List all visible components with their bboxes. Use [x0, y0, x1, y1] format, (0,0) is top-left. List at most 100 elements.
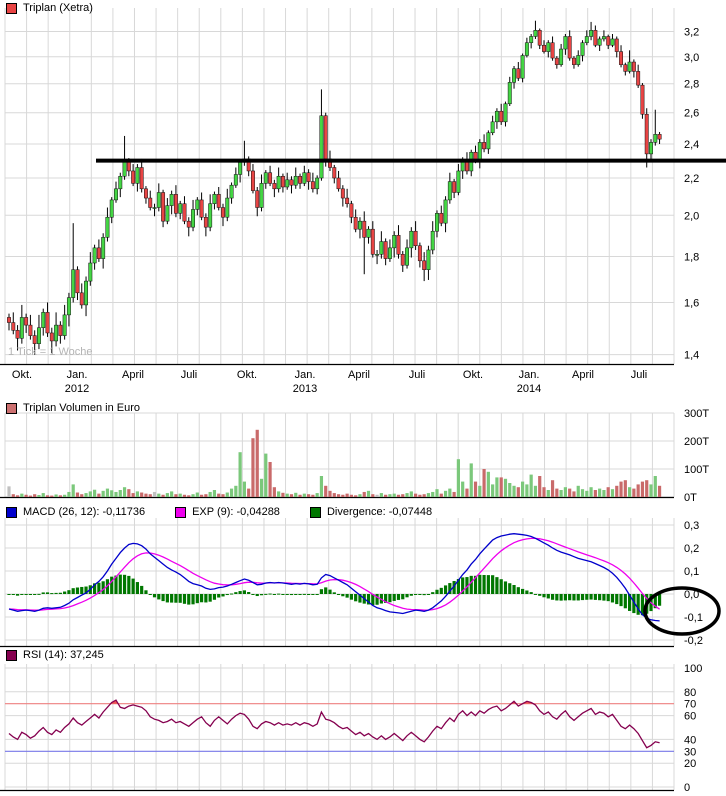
volume-bar [195, 492, 199, 497]
volume-bar [452, 491, 456, 497]
divergence-bar [452, 581, 456, 594]
candle [225, 197, 230, 218]
divergence-bar [118, 574, 122, 594]
x-axis-month-label: April [122, 369, 144, 381]
candle [503, 103, 508, 123]
candle [276, 175, 281, 190]
volume-bar [623, 480, 627, 497]
divergence-bar [131, 578, 135, 594]
macd-axis: -0,1 [684, 612, 703, 624]
candle [362, 220, 367, 238]
divergence-bar [247, 592, 251, 594]
candle [353, 216, 358, 230]
divergence-bar [418, 594, 422, 595]
volume-bar [88, 491, 92, 497]
divergence-bar [97, 582, 101, 594]
candle [101, 237, 106, 259]
divergence-bar [277, 593, 281, 595]
candle [392, 235, 397, 249]
divergence-bar [41, 592, 45, 594]
price-grid [0, 8, 675, 366]
divergence-bar [632, 594, 636, 614]
volume-bar [328, 490, 332, 497]
volume-bar [431, 491, 435, 497]
divergence-bar [311, 594, 315, 595]
rsi-tick-label: 30 [684, 746, 696, 758]
divergence-bar [354, 594, 358, 602]
divergence-bar [200, 594, 204, 603]
candle [19, 317, 24, 339]
volume-bar [50, 495, 54, 497]
divergence-bar [512, 585, 516, 594]
volume-bar [473, 481, 478, 497]
candle [601, 36, 606, 40]
volume-axis: 200T [684, 436, 709, 448]
x-axis-year-label: 2013 [293, 383, 317, 395]
volume-bar [379, 493, 383, 497]
divergence-bar [268, 593, 272, 595]
price-axis: 3,0 [684, 52, 699, 64]
volume-bar [315, 493, 319, 497]
divergence-bar [653, 594, 657, 609]
candles-layer [7, 20, 662, 355]
macd-tick-label: 0,1 [684, 566, 699, 578]
volume-bar [144, 493, 148, 497]
volume-bar [538, 476, 542, 497]
exp-signal-line [8, 537, 660, 611]
price-axis: 2,0 [684, 210, 699, 222]
candle [71, 269, 76, 298]
price-axis: 2,6 [684, 108, 699, 120]
volume-bar [157, 493, 161, 497]
candle [640, 84, 645, 115]
candle [409, 230, 414, 249]
divergence-bar [71, 588, 75, 594]
divergence-bar [251, 594, 255, 595]
candle [405, 247, 409, 266]
volume-bar [465, 488, 469, 497]
divergence-bar [640, 594, 645, 616]
divergence-bar [628, 594, 632, 611]
divergence-bar [289, 594, 294, 596]
volume-bar [645, 480, 649, 497]
candle [610, 38, 615, 46]
divergence-bar [58, 592, 62, 594]
volume-bar [632, 488, 636, 497]
candle [520, 55, 525, 79]
volume-bar [555, 488, 559, 497]
candle [358, 220, 362, 230]
volume-bar [221, 494, 225, 497]
volume-axis: 0T [684, 492, 697, 504]
divergence-bar [615, 594, 619, 605]
candle [7, 317, 11, 323]
candle [259, 183, 264, 208]
candle [156, 192, 161, 208]
divergence-bar [568, 594, 572, 601]
divergence-bar [319, 589, 324, 594]
divergence-bar [473, 575, 478, 594]
volume-bar [521, 481, 525, 497]
divergence-bar [15, 594, 20, 596]
candle [302, 172, 307, 184]
rsi-axis: 70 [684, 699, 696, 711]
divergence-series-swatch [309, 506, 321, 518]
candle [182, 203, 187, 222]
rsi-tick-label: 20 [684, 758, 696, 770]
volume-bar [161, 494, 165, 497]
divergence-bar [448, 583, 452, 594]
divergence-bar [229, 593, 234, 595]
candle [623, 64, 628, 72]
candle [507, 82, 512, 105]
candle [161, 192, 166, 222]
price-tick-label: 2,8 [684, 79, 699, 91]
candle [255, 190, 260, 208]
volume-bar [354, 495, 358, 497]
divergence-bar [24, 594, 28, 595]
volume-bar [37, 495, 41, 497]
candle [24, 317, 29, 326]
rsi-axis: 30 [684, 746, 696, 758]
volume-bar [277, 491, 281, 497]
x-axis-year-label: 2014 [517, 383, 541, 395]
divergence-bar [7, 594, 11, 595]
divergence-bar [54, 592, 58, 594]
divergence-bar [414, 594, 418, 595]
